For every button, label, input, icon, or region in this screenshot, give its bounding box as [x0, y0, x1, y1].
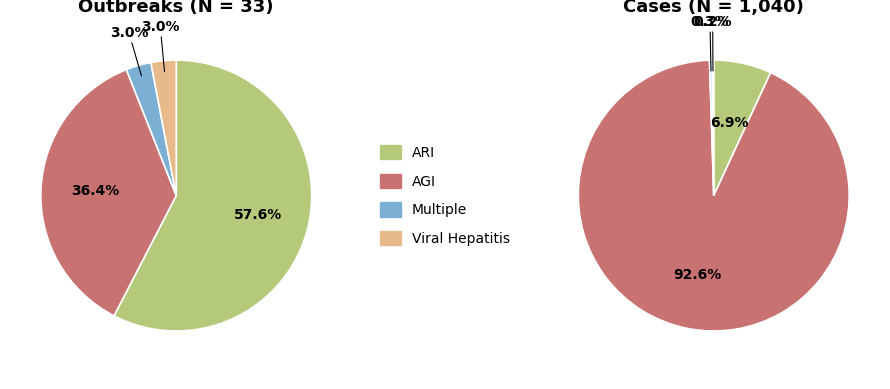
Text: 0.3%: 0.3% — [691, 15, 729, 71]
Title: Cases (N = 1,040): Cases (N = 1,040) — [623, 0, 805, 16]
Wedge shape — [41, 70, 176, 316]
Text: 36.4%: 36.4% — [71, 184, 119, 198]
Wedge shape — [712, 60, 714, 196]
Wedge shape — [709, 60, 714, 196]
Legend: ARI, AGI, Multiple, Viral Hepatitis: ARI, AGI, Multiple, Viral Hepatitis — [373, 138, 517, 253]
Text: 3.0%: 3.0% — [109, 26, 149, 76]
Text: 57.6%: 57.6% — [234, 209, 282, 223]
Text: 92.6%: 92.6% — [674, 268, 722, 282]
Wedge shape — [126, 63, 176, 196]
Title: Outbreaks (N = 33): Outbreaks (N = 33) — [78, 0, 274, 16]
Wedge shape — [714, 60, 771, 196]
Wedge shape — [151, 60, 176, 196]
Text: 3.0%: 3.0% — [141, 20, 180, 72]
Text: 0.2%: 0.2% — [693, 15, 732, 71]
Text: 6.9%: 6.9% — [710, 116, 749, 130]
Wedge shape — [114, 60, 312, 331]
Wedge shape — [578, 60, 849, 331]
